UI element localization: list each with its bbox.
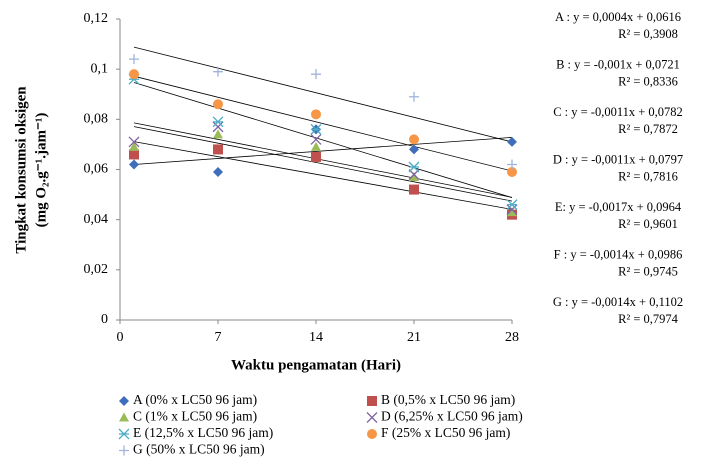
- marker: [129, 149, 139, 160]
- marker: [311, 69, 321, 80]
- marker: [409, 172, 419, 182]
- marker: [129, 54, 139, 65]
- trendline-r-squared: R² = 0,9601: [618, 217, 678, 231]
- marker: [311, 151, 321, 162]
- y-tick-label: 0,1: [91, 61, 109, 76]
- trendline: [133, 122, 513, 198]
- legend-label: G (50% x LC50 96 jam): [133, 442, 265, 457]
- trendline-equation: B : y = -0,001x + 0,0721: [556, 57, 680, 71]
- trendline-equation: E: y = -0,0017x + 0,0964: [555, 200, 682, 214]
- marker: [129, 141, 139, 151]
- marker: [128, 136, 140, 148]
- trendline: [133, 75, 513, 172]
- x-axis-label: Waktu pengamatan (Hari): [231, 357, 401, 373]
- marker: [311, 109, 321, 120]
- legend-label: C (1% x LC50 96 jam): [133, 409, 257, 424]
- marker: [118, 428, 130, 440]
- marker: [367, 396, 377, 406]
- y-axis-label: (mg O₂.g⁻¹.jam⁻¹): [33, 113, 49, 228]
- trendline: [133, 46, 513, 143]
- x-tick-label: 7: [215, 330, 222, 345]
- trendline-r-squared: R² = 0,3908: [618, 27, 678, 41]
- legend-label: D (6,25% x LC50 96 jam): [381, 409, 523, 424]
- marker: [212, 116, 224, 128]
- legend-label: A (0% x LC50 96 jam): [133, 392, 257, 407]
- legend-label: E (12,5% x LC50 96 jam): [133, 425, 273, 440]
- marker: [507, 167, 517, 178]
- marker: [310, 123, 322, 135]
- marker: [507, 136, 517, 147]
- trendline-equation: D : y = -0,0011x + 0,0797: [553, 152, 683, 166]
- marker: [213, 167, 223, 178]
- marker: [409, 91, 419, 102]
- marker: [311, 141, 321, 151]
- marker: [213, 66, 223, 77]
- marker: [119, 412, 129, 422]
- trendline: [133, 141, 513, 210]
- x-tick-label: 21: [407, 330, 421, 345]
- marker: [213, 144, 223, 155]
- trendline-equation: C : y = -0,0011x + 0,0782: [553, 105, 683, 119]
- x-tick-label: 28: [505, 330, 519, 345]
- trendline-equation: A : y = 0,0004x + 0,0616: [555, 10, 681, 24]
- y-tick-label: 0: [101, 312, 108, 327]
- y-axis-label: Tingkat konsumsi oksigen: [13, 86, 29, 254]
- trendline-r-squared: R² = 0,7816: [618, 169, 678, 183]
- marker: [129, 69, 139, 80]
- marker: [366, 412, 378, 423]
- trendline-equation: G : y = -0,0014x + 0,1102: [553, 295, 683, 309]
- y-tick-label: 0,12: [84, 11, 109, 26]
- trendline: [133, 126, 513, 202]
- y-tick-label: 0,04: [84, 212, 109, 227]
- marker: [213, 129, 223, 139]
- trendline-r-squared: R² = 0,8336: [618, 74, 678, 88]
- marker: [408, 161, 420, 173]
- marker: [119, 396, 129, 406]
- marker: [507, 207, 517, 217]
- trendline-r-squared: R² = 0,7974: [618, 312, 679, 326]
- legend-label: F (25% x LC50 96 jam): [381, 425, 510, 440]
- marker: [506, 199, 518, 211]
- trendline: [133, 82, 513, 198]
- marker: [129, 159, 139, 170]
- marker: [506, 204, 518, 216]
- legend-label: B (0,5% x LC50 96 jam): [381, 392, 515, 407]
- trendline: [133, 136, 513, 165]
- marker: [119, 445, 129, 456]
- x-tick-label: 14: [309, 330, 323, 345]
- marker: [409, 144, 419, 155]
- trendline-r-squared: R² = 0,7872: [618, 122, 678, 136]
- marker: [409, 184, 419, 195]
- marker: [310, 133, 322, 145]
- marker: [212, 121, 224, 133]
- trendline-equation: F : y = -0,0014x + 0,0986: [554, 247, 683, 261]
- marker: [367, 429, 377, 439]
- y-tick-label: 0,08: [84, 112, 109, 127]
- marker: [409, 134, 419, 145]
- trendline-r-squared: R² = 0,9745: [618, 264, 678, 278]
- y-tick-label: 0,06: [84, 162, 109, 177]
- marker: [507, 159, 517, 170]
- marker: [213, 99, 223, 110]
- x-tick-label: 0: [117, 330, 124, 345]
- y-tick-label: 0,02: [84, 262, 109, 277]
